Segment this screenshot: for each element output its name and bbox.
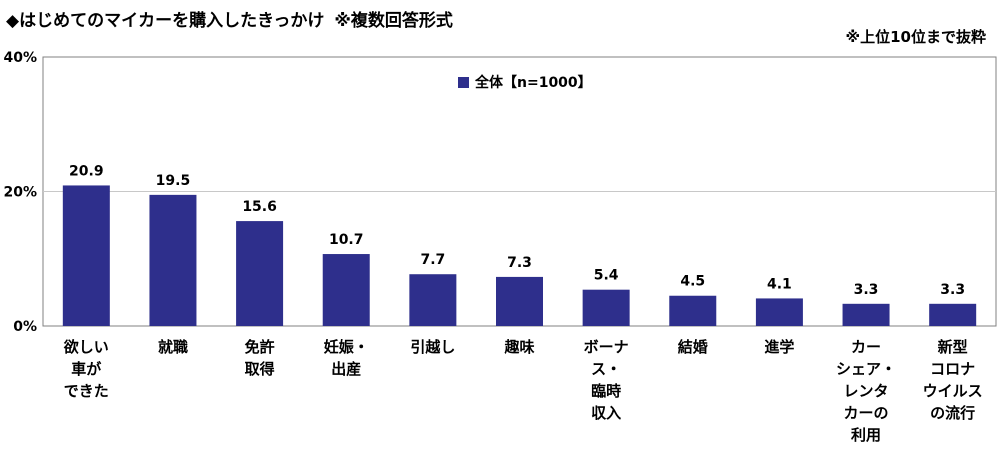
x-axis-labels: 欲しい車ができた 就職 免許取得 妊娠・出産 引越し 趣味 ボーナス・臨時収入 結婚 進学 カーシ… [63, 338, 983, 444]
bar [236, 221, 284, 326]
bar-value-label: 3.3 [854, 282, 879, 298]
extract-note: ※上位10位まで抜粋 [845, 28, 986, 46]
bar [149, 194, 197, 326]
chart-subtitle: ※複数回答形式 [334, 11, 453, 31]
y-tick-label: 0% [13, 319, 37, 335]
x-tick-label: 就職 [158, 338, 188, 356]
y-tick-label: 20% [3, 185, 37, 201]
x-tick-label: ボーナス・臨時収入 [584, 338, 629, 422]
bar [842, 303, 890, 326]
x-tick-label: 引越し [410, 338, 455, 356]
bar [409, 274, 457, 326]
legend-label: 全体【n=1000】 [474, 74, 592, 91]
bar-value-label: 10.7 [329, 232, 364, 248]
x-tick-label: 妊娠・出産 [324, 338, 369, 378]
y-tick-label: 40% [3, 50, 37, 66]
x-tick-label: カーシェア・レンタカーの利用 [836, 338, 896, 444]
x-tick-label: 免許取得 [245, 338, 275, 378]
bar-value-label: 15.6 [242, 199, 277, 215]
bar [496, 276, 543, 326]
legend-swatch [458, 77, 469, 88]
bar [755, 298, 803, 326]
chart-title: ◆はじめてのマイカーを購入したきっかけ ※複数回答形式 [6, 6, 453, 31]
bar-value-label: 20.9 [69, 163, 104, 179]
x-tick-label: 趣味 [503, 338, 534, 356]
bar-value-label: 5.4 [594, 268, 619, 284]
bar-value-label: 3.3 [940, 282, 965, 298]
bar [582, 289, 630, 326]
bar-value-label: 19.5 [156, 173, 191, 189]
bar [62, 185, 110, 326]
bars [62, 185, 977, 326]
x-tick-label: 欲しい車ができた [63, 338, 109, 400]
bar-value-label: 7.7 [420, 252, 445, 268]
x-tick-label: 結婚 [678, 338, 708, 356]
value-labels: 20.9 19.5 15.6 10.7 7.7 7.3 5.4 4.5 4.1 3.3 3.3 [69, 163, 965, 297]
bar-value-label: 4.5 [680, 274, 705, 290]
legend: 全体【n=1000】 [458, 74, 592, 91]
bar [929, 303, 977, 326]
chart-title-text: ◆はじめてのマイカーを購入したきっかけ [6, 11, 325, 31]
bar [322, 254, 370, 326]
bar-value-label: 7.3 [507, 255, 532, 271]
y-axis: 0% 20% 40% [3, 50, 37, 335]
bar-value-label: 4.1 [767, 276, 792, 292]
bar [669, 295, 717, 326]
x-tick-label: 新型コロナウイルスの流行 [923, 338, 983, 422]
x-tick-label: 進学 [764, 338, 794, 356]
